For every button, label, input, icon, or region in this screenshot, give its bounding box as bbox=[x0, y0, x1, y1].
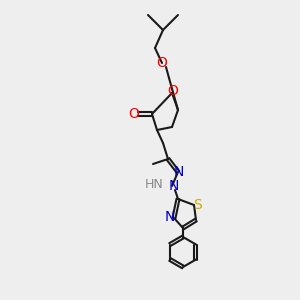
Text: N: N bbox=[165, 210, 175, 224]
Text: N: N bbox=[169, 179, 179, 193]
Text: HN: HN bbox=[144, 178, 163, 191]
Text: S: S bbox=[194, 198, 202, 212]
Text: O: O bbox=[129, 107, 140, 121]
Text: O: O bbox=[157, 56, 167, 70]
Text: N: N bbox=[174, 165, 184, 179]
Text: O: O bbox=[168, 84, 178, 98]
